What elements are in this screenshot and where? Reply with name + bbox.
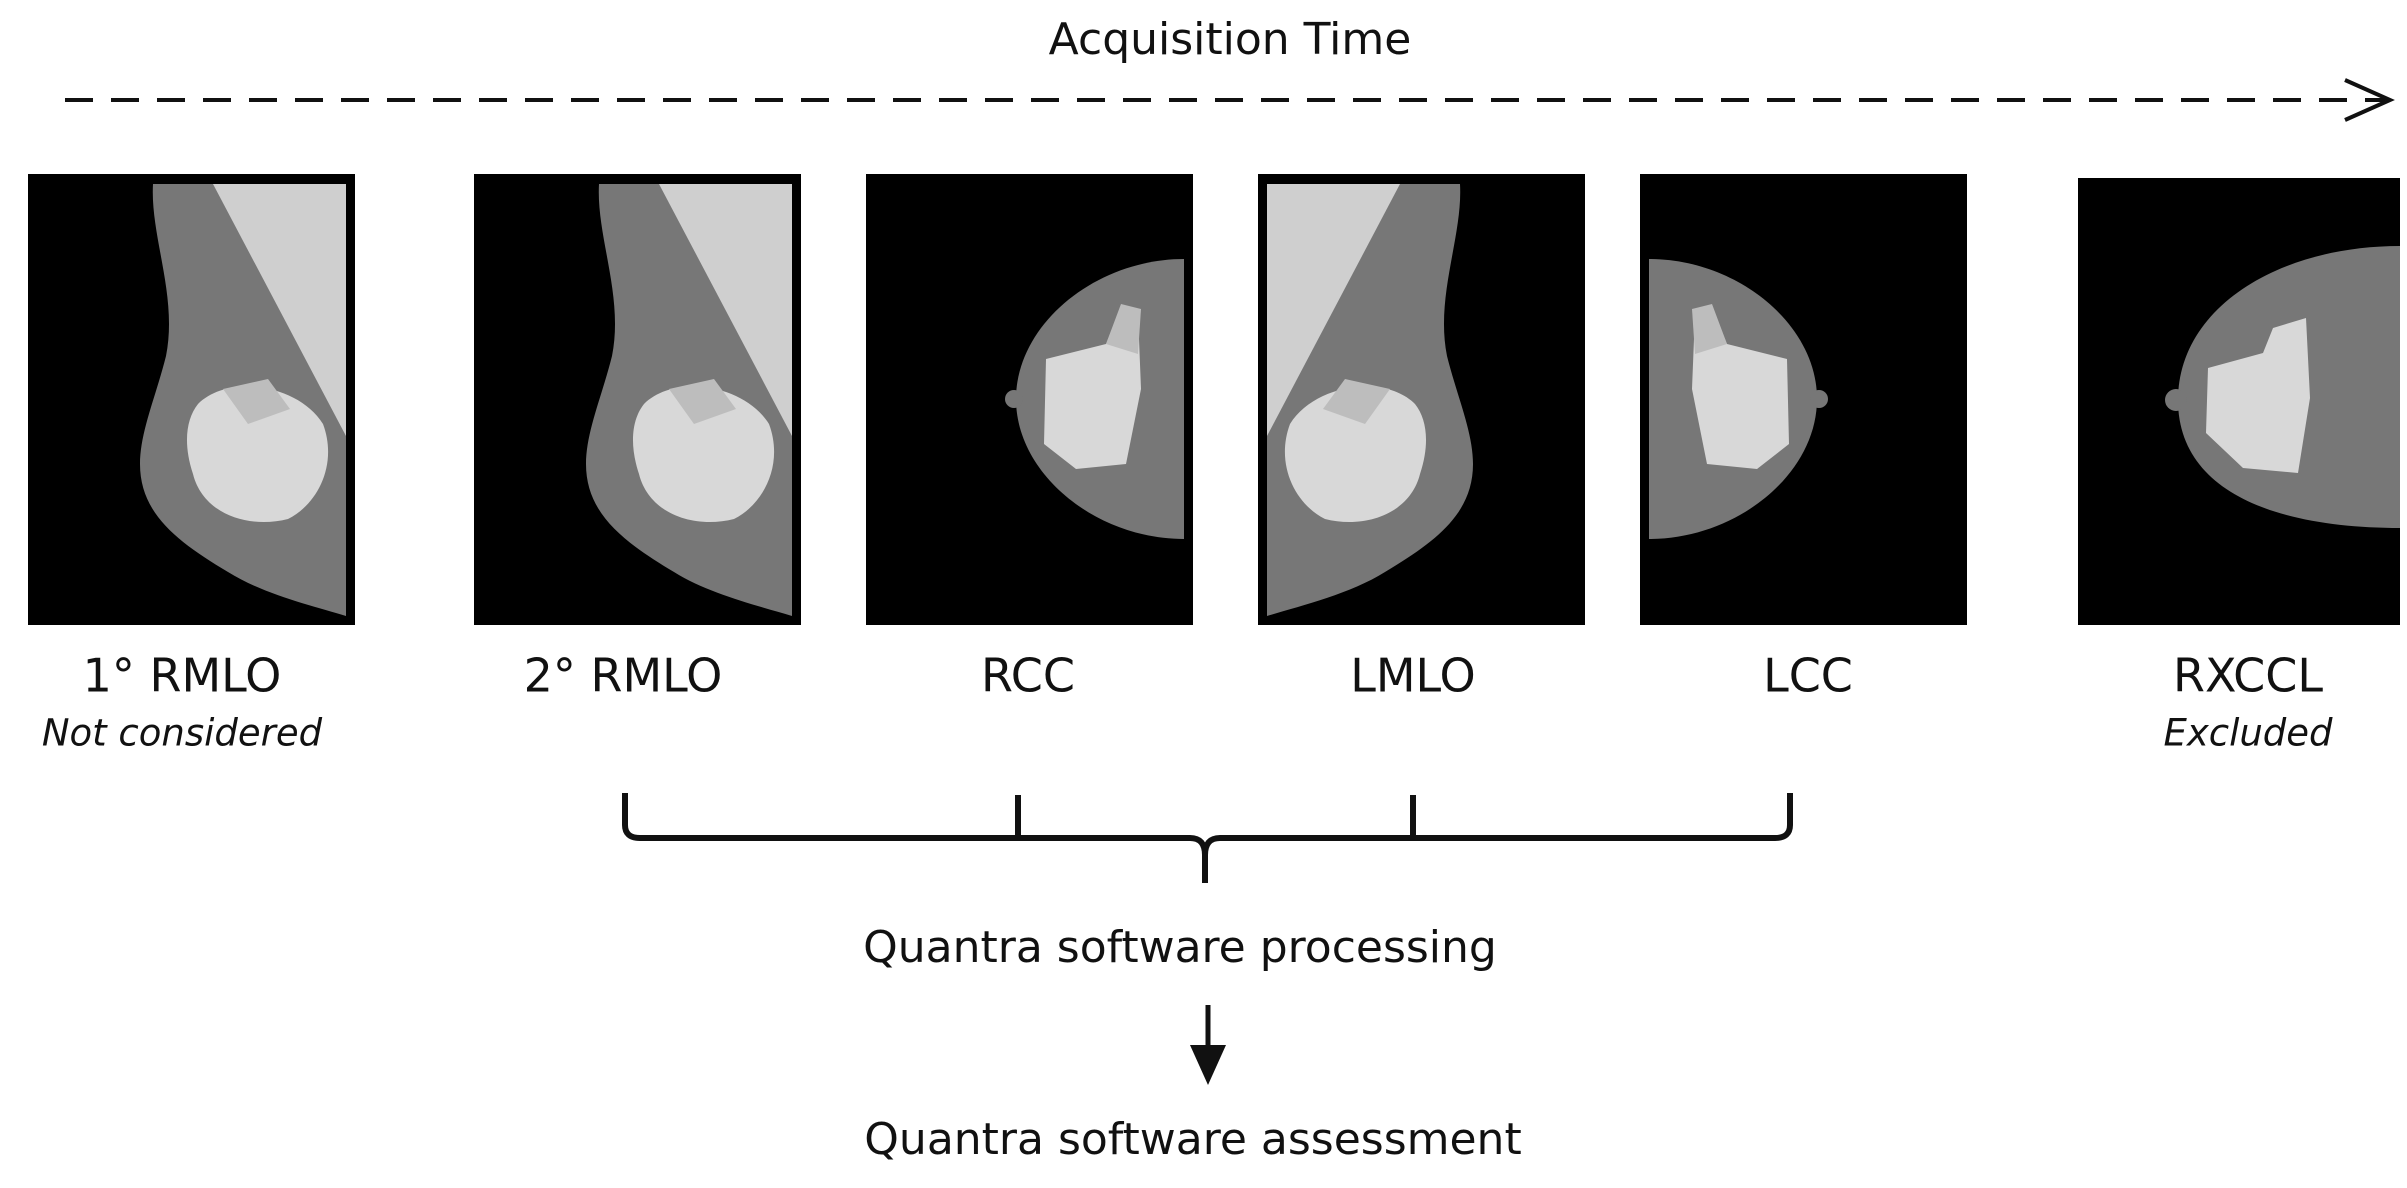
mammogram — [1258, 174, 1585, 625]
assessment-label: Quantra software assessment — [864, 1114, 1521, 1165]
timeline-title: Acquisition Time — [1049, 14, 1412, 65]
view-note: Excluded — [2163, 712, 2333, 755]
mammogram — [28, 174, 355, 625]
view-label: LMLO — [1350, 649, 1476, 703]
view-label: RCC — [981, 649, 1075, 703]
view-label: 2° RMLO — [524, 649, 723, 703]
mammogram — [2078, 178, 2400, 625]
grouping-brace — [622, 793, 1793, 883]
flow-arrowhead — [1190, 1045, 1226, 1085]
mammogram — [866, 174, 1193, 625]
timeline-arrowhead — [2344, 78, 2395, 122]
view-label: 1° RMLO — [83, 649, 282, 703]
view-label: LCC — [1763, 649, 1853, 703]
mammogram — [474, 174, 801, 625]
view-label: RXCCL — [2173, 649, 2323, 703]
mammogram — [1640, 174, 1967, 625]
processing-label: Quantra software processing — [863, 922, 1497, 973]
view-note: Not considered — [42, 712, 323, 755]
